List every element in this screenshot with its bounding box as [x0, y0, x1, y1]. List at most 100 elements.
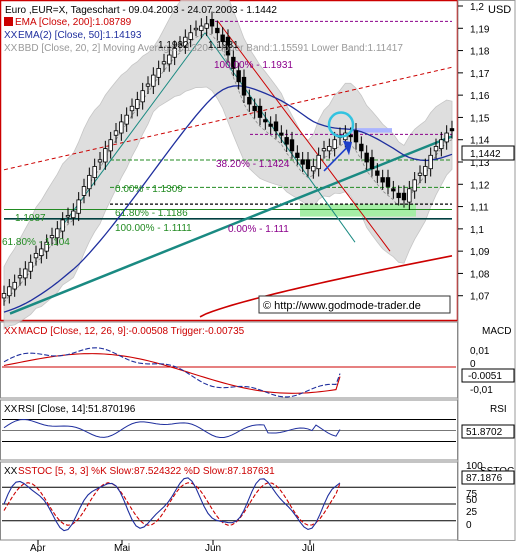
candle-body — [87, 174, 92, 190]
candle-body — [97, 159, 103, 163]
candle-body — [71, 210, 76, 219]
price-tick-label: 1,11 — [470, 203, 489, 214]
candle-body — [412, 179, 417, 192]
candle-body — [268, 123, 273, 127]
ema-50-line — [3, 85, 453, 313]
price-tick-label: 1,09 — [470, 247, 490, 258]
candle-body — [321, 148, 327, 152]
support-zone — [300, 204, 416, 217]
price-y-axis: 1,07 1,08 1,09 1,1 1,11 1,12 1,13 1,14 1,15 1,16 1… — [458, 2, 490, 303]
legend-ema200: EMA [Close, 200]:1.08789 — [4, 17, 132, 28]
price-tick-label: 1,18 — [470, 47, 490, 58]
candle-body — [369, 157, 375, 170]
rsi-plot — [2, 418, 456, 442]
level-label-1087: 1.1087 — [15, 213, 46, 224]
candle-body — [375, 170, 380, 176]
rsi-panel-title: RSI — [490, 404, 507, 415]
candle-body — [423, 166, 428, 176]
candle-body — [284, 137, 289, 145]
macd-tick-2: -0,01 — [470, 385, 493, 396]
candle-body — [439, 139, 444, 150]
price-tick-label: 1,12 — [470, 180, 490, 191]
price-tick-label: 1,15 — [470, 113, 490, 124]
candle-body — [449, 128, 455, 132]
fib-label-100-top: 100.00% - 1.1931 — [214, 60, 293, 71]
x-tick-label: Apr — [30, 543, 46, 552]
price-tick-label: 1,07 — [470, 292, 490, 303]
candle-body — [231, 56, 236, 69]
peak-label-1: 1.1932 — [158, 40, 189, 51]
rsi-line — [3, 418, 341, 439]
price-tick-label: 1,13 — [470, 158, 490, 169]
candle-body — [348, 134, 353, 138]
sstoc-legend-text: SSTOC [5, 3, 3] %K Slow:87.524322 %D Slo… — [18, 466, 275, 477]
candle-body — [103, 148, 108, 163]
thin-teal-downtrend — [204, 32, 356, 243]
legend-bollinger: XX BBD [Close, 20, 2] Moving Average:1.1… — [4, 43, 403, 54]
fib-label-382: 38.20% - 1.1424 — [216, 159, 290, 170]
fib-label-100-lower: 100.00% - 1.1111 — [115, 223, 192, 234]
last-price-text: 1,1442 — [470, 149, 501, 160]
candle-body — [305, 159, 311, 170]
candle-body — [380, 177, 385, 183]
red-resistance-line — [217, 21, 391, 252]
macd-legend-marker: XX — [4, 326, 18, 337]
candle-body — [295, 152, 300, 158]
candle-body — [113, 130, 119, 136]
watermark-box: © http://www.godmode-trader.de — [258, 295, 451, 314]
candle-body — [81, 186, 87, 196]
resistance-zone — [350, 128, 392, 133]
candle-body — [108, 139, 113, 152]
price-tick-label: 1,2 — [470, 2, 484, 13]
currency-label: USD — [488, 4, 511, 16]
sstoc-tick-25: 25 — [466, 507, 478, 518]
candle-body — [33, 252, 39, 259]
macd-tick-1: 0 — [470, 359, 476, 370]
bollinger-band — [3, 0, 453, 330]
candle-body — [44, 241, 49, 252]
candle-body — [49, 235, 55, 239]
candle-body — [311, 166, 316, 172]
rsi-legend-text: RSI [Close, 14]:51.870196 — [18, 404, 136, 415]
legend-ema50-text: EMA(2) [Close, 50]:1.14193 — [18, 30, 142, 41]
candle-body — [220, 34, 225, 43]
candle-body — [241, 76, 247, 96]
candle-body — [156, 68, 161, 78]
rsi-last-box — [461, 424, 515, 439]
macd-last-value: -0.0051 — [468, 371, 502, 382]
candle-body — [28, 261, 33, 272]
candle-body — [257, 105, 263, 118]
fib-label-0-upper: 0.00% - 1.1309 — [115, 184, 183, 195]
candle-body — [300, 159, 305, 165]
candle-body — [236, 70, 241, 83]
candle-body — [7, 286, 12, 297]
candle-body — [124, 114, 129, 125]
legend-marker-ema200 — [4, 17, 13, 26]
fib-label-0-lower: 0.00% - 1.111 — [228, 224, 289, 235]
candle-body — [433, 145, 439, 152]
candle-body — [428, 154, 433, 170]
candle-body — [247, 96, 252, 105]
sstoc-d-line — [3, 482, 341, 526]
forecast-arrow-head — [343, 140, 352, 156]
candle-body — [183, 36, 188, 47]
candle-body — [65, 215, 71, 218]
rsi-last-value: 51.8702 — [466, 427, 503, 438]
candle-body — [129, 105, 135, 112]
watermark-text: © http://www.godmode-trader.de — [263, 300, 421, 312]
candle-body — [215, 27, 220, 34]
fib-label-618-upper: 61.80% - 1.1186 — [115, 208, 188, 219]
candle-body — [1, 293, 7, 299]
candle-body — [188, 32, 193, 40]
x-axis: Apr Mai Jun Jul — [30, 540, 315, 552]
candle-body — [60, 219, 65, 232]
candle-body — [353, 130, 359, 143]
candle-body — [273, 121, 279, 132]
sstoc-tick-50: 50 — [466, 495, 478, 506]
candle-body — [12, 281, 17, 290]
candle-body — [209, 18, 215, 27]
chart-title: Euro ,EUR=X, Tageschart - 09.04.2003 - 2… — [5, 5, 277, 16]
candle-body — [407, 188, 412, 203]
candle-body — [396, 192, 401, 199]
candle-body — [391, 188, 396, 192]
